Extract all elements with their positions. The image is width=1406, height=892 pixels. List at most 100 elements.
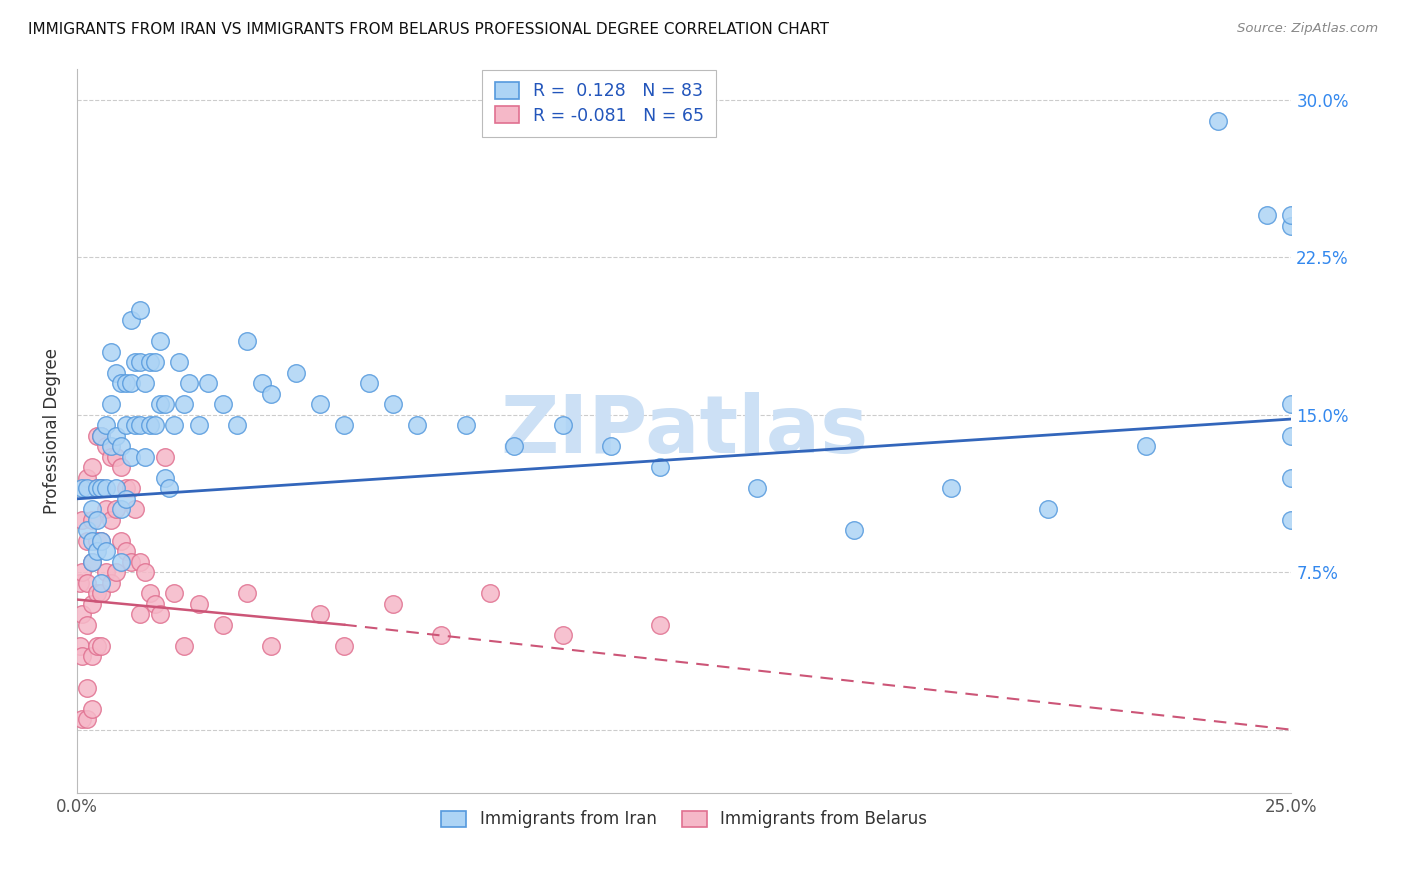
Point bbox=[648, 617, 671, 632]
Point bbox=[503, 439, 526, 453]
Point bbox=[70, 481, 93, 495]
Point bbox=[745, 481, 768, 495]
Point bbox=[551, 418, 574, 433]
Point bbox=[70, 607, 93, 622]
Legend: Immigrants from Iran, Immigrants from Belarus: Immigrants from Iran, Immigrants from Be… bbox=[434, 804, 934, 835]
Point bbox=[236, 334, 259, 349]
Point bbox=[114, 544, 136, 558]
Point bbox=[139, 586, 162, 600]
Point bbox=[80, 555, 103, 569]
Point bbox=[100, 397, 122, 411]
Point bbox=[104, 366, 127, 380]
Point bbox=[80, 649, 103, 664]
Point bbox=[100, 450, 122, 464]
Point bbox=[110, 502, 132, 516]
Point bbox=[76, 575, 98, 590]
Point bbox=[114, 418, 136, 433]
Point bbox=[90, 575, 112, 590]
Point bbox=[139, 418, 162, 433]
Point bbox=[454, 418, 477, 433]
Point bbox=[76, 712, 98, 726]
Point bbox=[1256, 209, 1278, 223]
Point bbox=[941, 481, 963, 495]
Point bbox=[134, 566, 156, 580]
Point bbox=[120, 555, 142, 569]
Point bbox=[86, 586, 108, 600]
Point bbox=[187, 597, 209, 611]
Point bbox=[100, 344, 122, 359]
Point bbox=[114, 491, 136, 506]
Point bbox=[149, 607, 172, 622]
Point bbox=[124, 355, 146, 369]
Point bbox=[153, 397, 176, 411]
Point bbox=[86, 513, 108, 527]
Point bbox=[309, 607, 332, 622]
Point bbox=[69, 639, 91, 653]
Point bbox=[149, 334, 172, 349]
Point bbox=[110, 376, 132, 391]
Point bbox=[100, 575, 122, 590]
Text: Source: ZipAtlas.com: Source: ZipAtlas.com bbox=[1237, 22, 1378, 36]
Point bbox=[173, 639, 195, 653]
Point bbox=[381, 397, 404, 411]
Point bbox=[90, 586, 112, 600]
Point bbox=[96, 566, 118, 580]
Point bbox=[80, 555, 103, 569]
Point bbox=[86, 481, 108, 495]
Point bbox=[129, 355, 152, 369]
Point bbox=[153, 471, 176, 485]
Point bbox=[90, 429, 112, 443]
Point bbox=[1279, 471, 1302, 485]
Point bbox=[134, 450, 156, 464]
Point bbox=[260, 387, 283, 401]
Point bbox=[120, 481, 142, 495]
Point bbox=[110, 555, 132, 569]
Point bbox=[110, 460, 132, 475]
Point bbox=[96, 502, 118, 516]
Point bbox=[76, 617, 98, 632]
Point bbox=[90, 639, 112, 653]
Text: ZIPatlas: ZIPatlas bbox=[501, 392, 869, 469]
Point bbox=[157, 481, 180, 495]
Point bbox=[96, 544, 118, 558]
Point bbox=[104, 566, 127, 580]
Point bbox=[70, 712, 93, 726]
Point bbox=[70, 513, 93, 527]
Point bbox=[86, 429, 108, 443]
Point bbox=[430, 628, 453, 642]
Point bbox=[226, 418, 249, 433]
Point bbox=[120, 313, 142, 327]
Point bbox=[149, 397, 172, 411]
Point bbox=[69, 575, 91, 590]
Point bbox=[86, 544, 108, 558]
Point bbox=[114, 376, 136, 391]
Point bbox=[143, 418, 166, 433]
Point bbox=[197, 376, 219, 391]
Point bbox=[120, 376, 142, 391]
Point bbox=[1208, 114, 1230, 128]
Point bbox=[844, 523, 866, 537]
Point bbox=[124, 418, 146, 433]
Point bbox=[478, 586, 501, 600]
Point bbox=[100, 513, 122, 527]
Point bbox=[211, 397, 233, 411]
Point bbox=[76, 533, 98, 548]
Point bbox=[80, 513, 103, 527]
Point bbox=[110, 533, 132, 548]
Point bbox=[124, 502, 146, 516]
Point bbox=[120, 450, 142, 464]
Point bbox=[551, 628, 574, 642]
Point bbox=[80, 702, 103, 716]
Point bbox=[139, 355, 162, 369]
Point bbox=[1279, 209, 1302, 223]
Point bbox=[177, 376, 200, 391]
Point bbox=[129, 302, 152, 317]
Point bbox=[104, 502, 127, 516]
Point bbox=[1279, 429, 1302, 443]
Point bbox=[110, 439, 132, 453]
Point bbox=[114, 481, 136, 495]
Point bbox=[260, 639, 283, 653]
Point bbox=[1279, 513, 1302, 527]
Point bbox=[100, 439, 122, 453]
Point bbox=[1279, 397, 1302, 411]
